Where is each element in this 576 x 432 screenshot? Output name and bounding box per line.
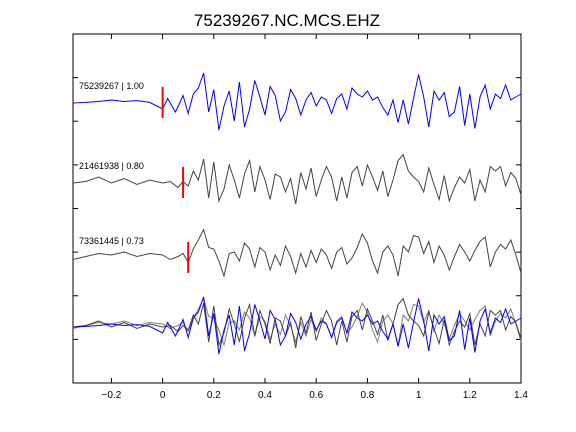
trace-rows: 75239267 | 1.00 21461938 | 0.80 73361445 |…	[72, 72, 522, 278]
trace-line	[72, 228, 522, 278]
x-tick-label: 0	[160, 390, 166, 401]
x-tick-label: 0.4	[258, 390, 272, 401]
x-tick-label: 1.2	[463, 390, 477, 401]
x-tick-label: 0.2	[207, 390, 221, 401]
trace-line	[72, 72, 522, 131]
overlay-row	[72, 296, 522, 355]
trace-label: 75239267 | 1.00	[79, 81, 144, 91]
x-tick-label: 0.8	[360, 390, 374, 401]
overlay-trace-line	[72, 297, 522, 349]
trace-label: 21461938 | 0.80	[79, 161, 144, 171]
overlay-trace-line	[72, 296, 522, 355]
x-axis: −0.2 0 0.2 0.4 0.6 0.8 1 1.2 1.4	[102, 34, 528, 401]
chart-title: 75239267.NC.MCS.EHZ	[194, 11, 380, 30]
x-tick-label: 0.6	[309, 390, 323, 401]
trace-line	[72, 153, 522, 205]
x-tick-label: −0.2	[102, 390, 122, 401]
x-tick-label: 1	[416, 390, 422, 401]
x-tick-label: 1.4	[514, 390, 528, 401]
trace-label: 73361445 | 0.73	[79, 236, 144, 246]
